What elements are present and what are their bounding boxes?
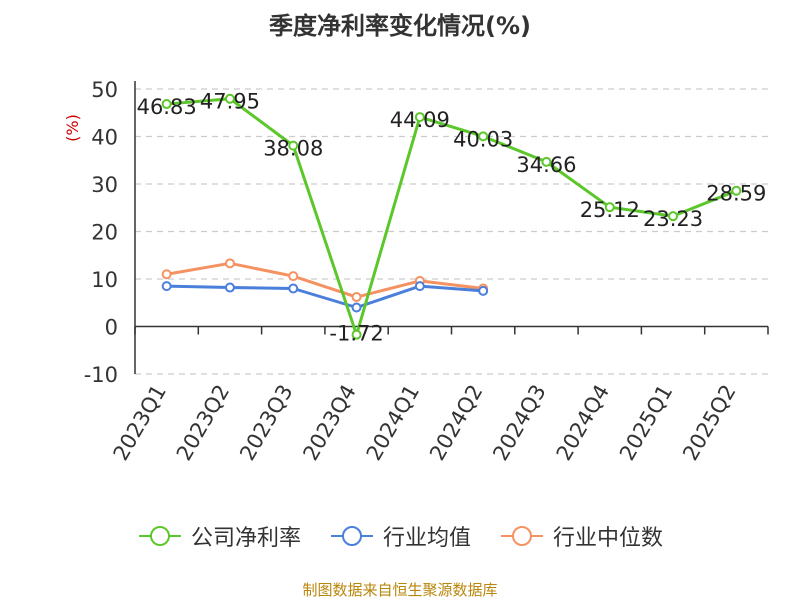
- x-tick-label: 2024Q3: [488, 381, 550, 465]
- data-point: [161, 99, 172, 110]
- y-tick-label: 20: [91, 221, 118, 245]
- x-tick-label: 2024Q4: [552, 381, 614, 465]
- legend-marker-industry-mean: [330, 526, 373, 546]
- legend-label-company: 公司净利率: [190, 526, 301, 551]
- data-point: [224, 258, 235, 269]
- legend-marker-industry-median: [501, 526, 543, 546]
- data-point: [288, 140, 299, 151]
- data-point: [161, 281, 172, 292]
- y-tick-label: 50: [91, 78, 118, 102]
- y-tick-label: 40: [91, 126, 118, 150]
- data-point: [161, 269, 172, 280]
- legend-item-company[interactable]: 公司净利率: [137, 520, 301, 552]
- legend-marker-company: [138, 526, 181, 546]
- data-point: [351, 329, 362, 340]
- data-source-note: 制图数据来自恒生聚源数据库: [302, 581, 498, 599]
- x-tick-label: 2025Q1: [615, 381, 677, 465]
- data-point: [478, 131, 489, 142]
- y-tick-label: 30: [91, 173, 118, 197]
- x-tick-label: 2024Q1: [362, 381, 424, 465]
- data-point: [541, 156, 552, 167]
- legend-label-industry-median: 行业中位数: [553, 526, 664, 551]
- x-tick-label: 2023Q4: [298, 381, 360, 465]
- data-point: [731, 185, 742, 196]
- data-point: [478, 285, 489, 296]
- chart-title: 季度净利率变化情况(%): [269, 12, 531, 40]
- series-line-0: [166, 97, 737, 337]
- data-label: 46.83: [137, 95, 197, 119]
- series-line-1: [166, 284, 484, 309]
- y-tick-label: 10: [91, 268, 118, 292]
- x-tick-label: 2023Q1: [109, 381, 171, 465]
- data-point: [351, 292, 362, 303]
- x-tick-label: 2023Q2: [172, 381, 234, 465]
- data-label: 47.95: [200, 90, 260, 114]
- data-label: 44.09: [390, 108, 450, 132]
- data-point: [288, 283, 299, 294]
- data-label: 25.12: [580, 198, 640, 222]
- legend-item-industry-median[interactable]: 行业中位数: [499, 520, 663, 552]
- data-label: 38.08: [263, 137, 323, 161]
- legend-label-industry-mean: 行业均值: [382, 526, 471, 551]
- data-point: [604, 202, 615, 213]
- data-label: 23.23: [643, 207, 703, 231]
- data-point: [414, 281, 425, 292]
- data-point: [288, 271, 299, 282]
- data-label: 40.03: [453, 127, 513, 151]
- data-point: [414, 112, 425, 123]
- x-tick-label: 2024Q2: [425, 381, 487, 465]
- data-label: 28.59: [706, 182, 766, 206]
- y-tick-label: 0: [105, 316, 118, 340]
- y-tick-label: -10: [84, 363, 118, 387]
- data-point: [224, 282, 235, 293]
- data-label: 34.66: [516, 153, 576, 177]
- data-point: [668, 211, 679, 222]
- data-point: [351, 302, 362, 313]
- legend-item-industry-mean[interactable]: 行业均值: [329, 520, 471, 552]
- x-tick-label: 2025Q2: [678, 381, 740, 465]
- data-label: -1.72: [329, 322, 383, 346]
- chart-legend: 公司净利率 行业均值 行业中位数: [0, 520, 800, 552]
- x-tick-label: 2023Q3: [235, 381, 297, 465]
- series-line-2: [166, 261, 484, 299]
- data-point: [224, 93, 235, 104]
- y-axis-label: (%): [63, 114, 82, 142]
